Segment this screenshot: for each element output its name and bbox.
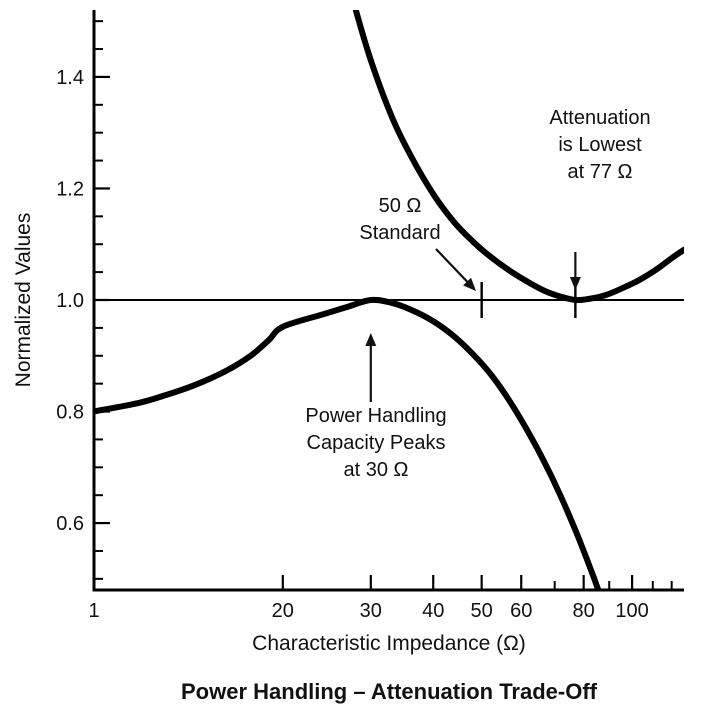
annotation-standard-50-line: 50 Ω (379, 195, 422, 217)
attenuation-curve (352, 10, 684, 304)
annotation-lowest-77-arrowhead (569, 277, 581, 290)
y-tick-label: 1.2 (56, 178, 84, 200)
annotation-lowest-77-line: Attenuation (549, 107, 650, 129)
annotation-standard-50-line: Standard (359, 222, 440, 244)
power-handling-curve (94, 296, 602, 590)
annotation-lowest-77-line: at 77 Ω (568, 161, 633, 183)
x-axis-title: Characteristic Impedance (Ω) (252, 632, 526, 655)
x-tick-label: 50 (471, 600, 493, 622)
y-axis-title: Normalized Values (12, 213, 35, 388)
x-tick-label: 1 (88, 600, 99, 622)
annotation-peak-30-arrowhead (365, 333, 377, 346)
annotation-lowest-77-line: is Lowest (558, 134, 642, 156)
chart-caption: Power Handling – Attenuation Trade-Off (181, 679, 598, 704)
annotations-group: 50 Ω Standard Attenuation is Lowest at 77 Ω P… (305, 107, 650, 481)
y-tick-label: 0.6 (56, 513, 84, 535)
y-tick-label: 0.8 (56, 402, 84, 424)
annotation-standard-50-arrowhead (463, 277, 476, 291)
x-tick-label: 60 (510, 600, 532, 622)
y-tick-label: 1.4 (56, 67, 84, 89)
x-tick-label: 20 (272, 600, 294, 622)
y-tick-label: 1.0 (56, 290, 84, 312)
annotation-peak-30-line: Power Handling (305, 405, 446, 427)
annotation-peak-30-line: at 30 Ω (344, 459, 409, 481)
x-tick-label: 30 (360, 600, 382, 622)
annotation-peak-30-line: Capacity Peaks (307, 432, 446, 454)
annotation-standard-50-arrow (435, 248, 470, 284)
x-tick-label: 40 (422, 600, 444, 622)
x-tick-label: 80 (573, 600, 595, 622)
curves (94, 10, 684, 590)
tick-labels: 0.6 0.8 1.0 1.2 1.4 1 20 30 40 50 60 80 100 (56, 67, 649, 622)
x-tick-label: 100 (615, 600, 648, 622)
